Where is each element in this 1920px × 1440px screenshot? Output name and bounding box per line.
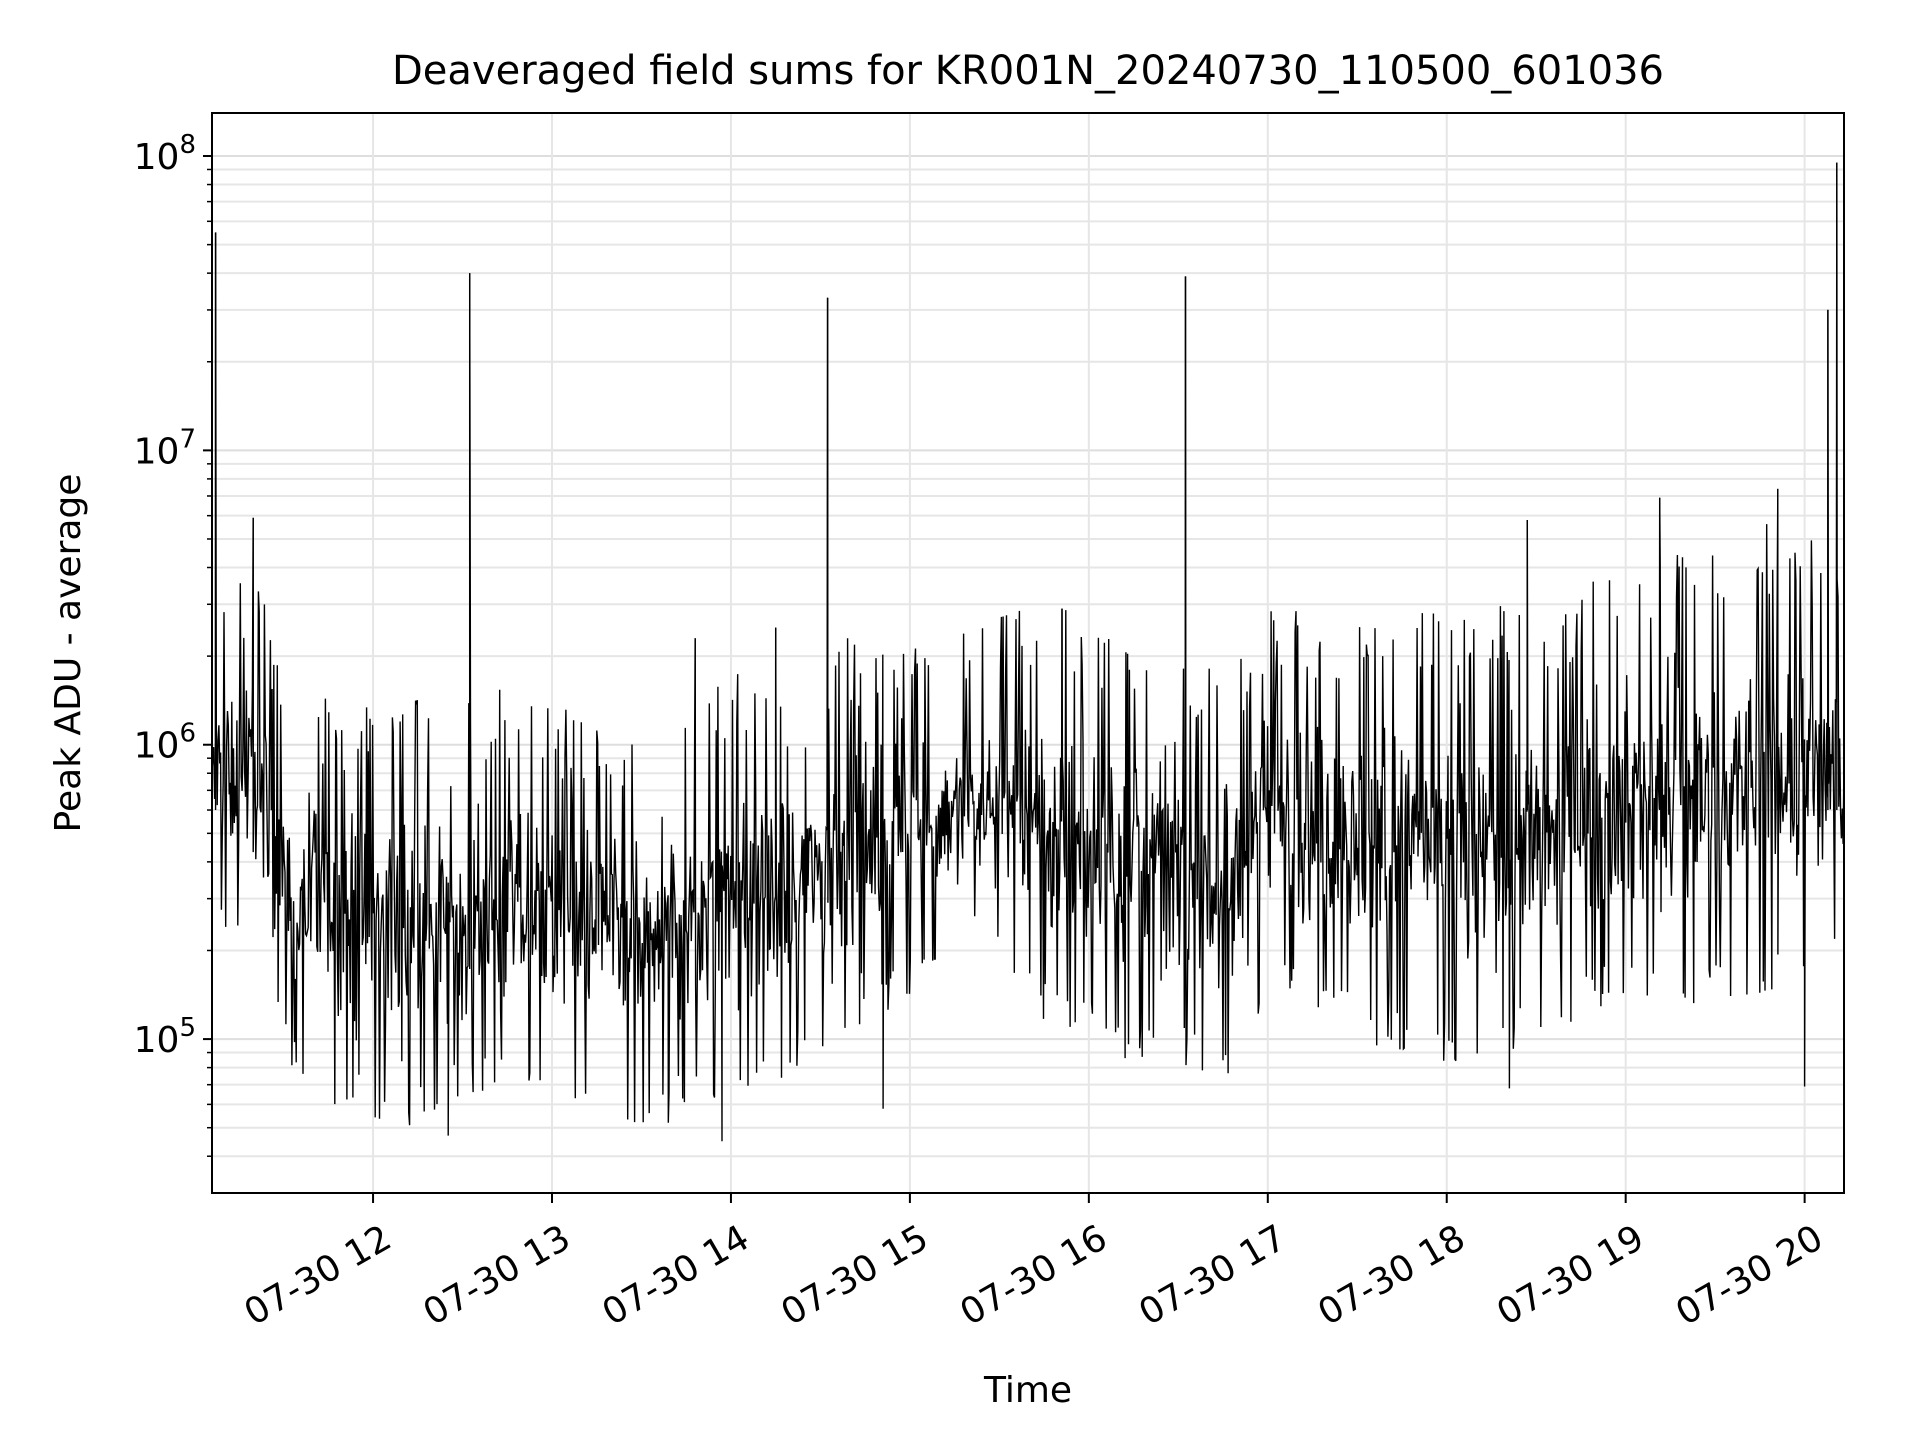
plot-area-frame	[211, 112, 1845, 1194]
y-tick-label: 106	[134, 719, 196, 767]
series-path	[211, 162, 1845, 1142]
series-line	[211, 162, 1845, 1142]
y-axis-label: Peak ADU - average	[48, 474, 89, 833]
y-tick-label: 107	[134, 424, 196, 472]
y-axis-ticks: 105 106 107 108	[134, 130, 212, 1157]
x-axis-label: Time	[983, 1370, 1072, 1411]
y-tick-label: 108	[134, 130, 196, 178]
y-tick-label: 105	[134, 1013, 196, 1061]
chart-title: Deaveraged field sums for KR001N_2024073…	[392, 48, 1664, 94]
